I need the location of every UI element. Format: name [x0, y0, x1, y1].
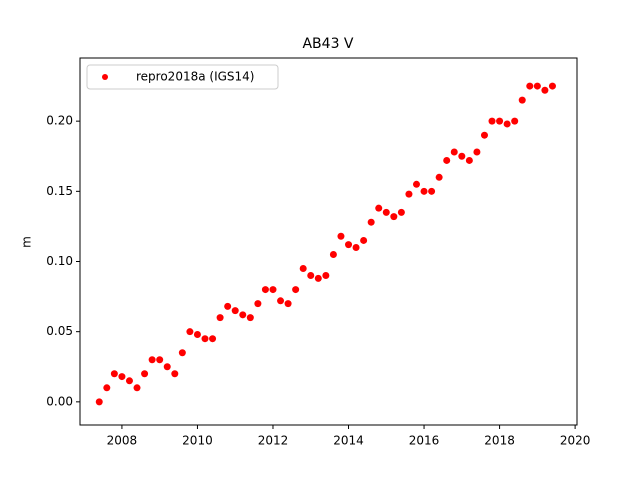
point — [224, 302, 232, 310]
point — [428, 187, 436, 195]
point — [133, 384, 141, 392]
x-tick-label: 2010 — [182, 434, 213, 448]
point — [526, 82, 534, 90]
x-tick-label: 2018 — [484, 434, 515, 448]
point — [496, 117, 504, 125]
point — [458, 152, 466, 160]
point — [307, 272, 315, 280]
point — [533, 82, 541, 90]
point — [314, 274, 322, 282]
point — [465, 156, 473, 164]
point — [231, 307, 239, 315]
y-tick-label: 0.05 — [46, 324, 73, 338]
point — [443, 156, 451, 164]
legend-box — [86, 64, 279, 90]
point — [450, 148, 458, 156]
point — [103, 384, 111, 392]
point — [292, 286, 300, 294]
point — [118, 373, 126, 381]
point — [337, 232, 345, 240]
y-axis-label: m — [20, 236, 34, 248]
point — [420, 187, 428, 195]
point — [360, 236, 368, 244]
point — [141, 370, 149, 378]
point — [412, 180, 420, 188]
y-tick-label: 0.20 — [46, 114, 73, 128]
point — [382, 208, 390, 216]
point — [277, 297, 285, 305]
point — [156, 356, 164, 364]
point — [322, 272, 330, 280]
y-tick-label: 0.15 — [46, 184, 73, 198]
legend-marker — [102, 74, 108, 80]
x-tick-label: 2012 — [258, 434, 289, 448]
point — [209, 335, 217, 343]
point — [511, 117, 519, 125]
y-tick-label: 0.10 — [46, 254, 73, 268]
point — [201, 335, 209, 343]
point — [148, 356, 156, 364]
point — [405, 190, 413, 198]
point — [503, 120, 511, 128]
point — [375, 204, 383, 212]
point — [193, 330, 201, 338]
point — [390, 213, 398, 221]
chart-title: AB43 V — [302, 36, 353, 52]
plot-frame — [79, 57, 578, 426]
point — [178, 349, 186, 357]
point — [269, 286, 277, 294]
legend-label: repro2018a (IGS14) — [136, 70, 254, 84]
point — [352, 243, 360, 251]
point — [216, 314, 224, 322]
point — [299, 265, 307, 273]
x-tick-label: 2016 — [409, 434, 440, 448]
point — [186, 328, 194, 336]
point — [254, 300, 262, 308]
point — [329, 250, 337, 258]
x-tick-label: 2008 — [107, 434, 138, 448]
point — [541, 86, 549, 94]
point — [171, 370, 179, 378]
point — [239, 311, 247, 319]
x-tick-label: 2014 — [333, 434, 364, 448]
y-tick-label: 0.00 — [46, 394, 73, 408]
point — [95, 398, 103, 406]
point — [518, 96, 526, 104]
x-tick-label: 2020 — [560, 434, 591, 448]
point — [284, 300, 292, 308]
point — [110, 370, 118, 378]
point — [435, 173, 443, 181]
point — [488, 117, 496, 125]
point — [261, 286, 269, 294]
point — [367, 218, 375, 226]
point — [480, 131, 488, 139]
point — [345, 241, 353, 249]
point — [246, 314, 254, 322]
point — [473, 148, 481, 156]
point — [163, 363, 171, 371]
point — [397, 208, 405, 216]
point — [548, 82, 556, 90]
point — [125, 377, 133, 385]
